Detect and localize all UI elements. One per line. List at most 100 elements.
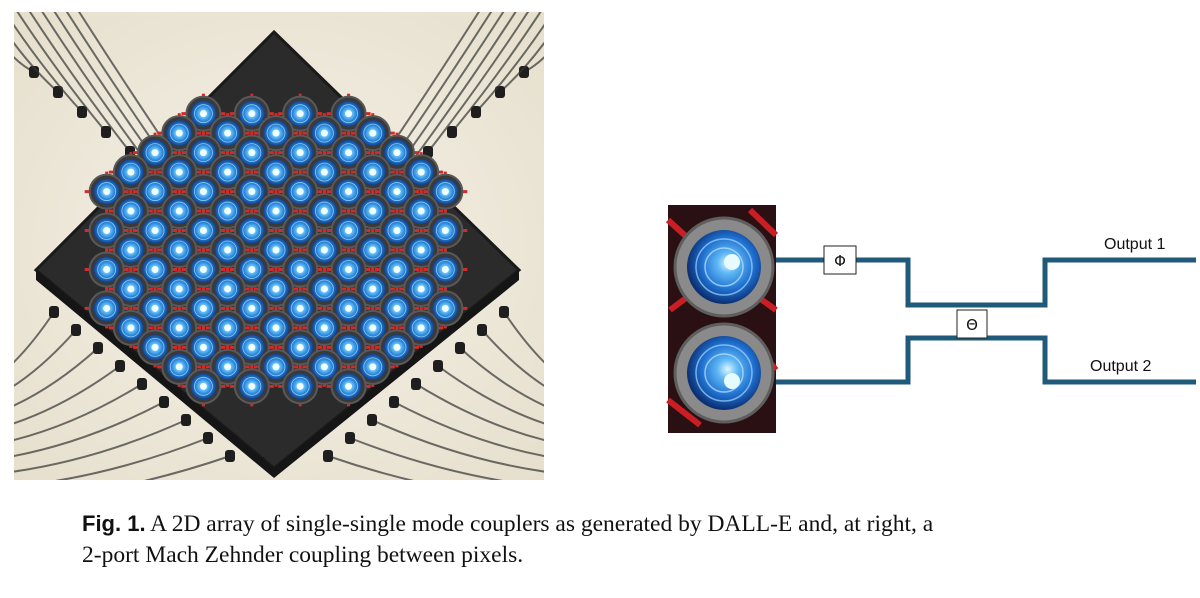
coupler-ring xyxy=(97,260,117,279)
coupler xyxy=(403,309,440,346)
coupler-core xyxy=(224,207,232,215)
coupler xyxy=(258,115,294,152)
coupler xyxy=(88,173,125,210)
coupler-core xyxy=(320,363,328,371)
coupler-ring xyxy=(266,240,286,260)
coupler-core xyxy=(296,110,304,118)
coupler-ring xyxy=(290,221,310,240)
coupler-core xyxy=(199,110,207,118)
coupler xyxy=(330,329,367,366)
coupler-core xyxy=(393,343,401,351)
coupler-core xyxy=(248,343,256,351)
coupler xyxy=(233,368,270,405)
coupler-ring xyxy=(194,299,213,318)
coupler-ring xyxy=(339,104,358,124)
coupler xyxy=(378,290,415,327)
coupler-core xyxy=(369,285,377,293)
coupler-ring xyxy=(290,182,310,201)
coupler-ring xyxy=(121,201,141,221)
coupler-core xyxy=(248,149,256,157)
coupler xyxy=(233,173,270,210)
coupler-ring xyxy=(290,104,310,124)
coupler-ring xyxy=(363,123,383,143)
coupler-core xyxy=(127,246,135,254)
coupler-core xyxy=(127,168,135,176)
coupler-ring xyxy=(194,376,213,396)
coupler-core xyxy=(296,188,304,196)
svg-text:Θ: Θ xyxy=(966,316,978,334)
coupler-ring xyxy=(121,240,141,260)
coupler-core xyxy=(248,304,256,312)
coupler xyxy=(161,154,198,191)
fiber-cable xyxy=(14,347,99,407)
coupler xyxy=(209,193,246,230)
fiber-connector xyxy=(477,324,487,336)
coupler xyxy=(185,329,222,366)
coupler xyxy=(403,232,440,268)
coupler-core xyxy=(151,227,159,235)
coupler-ring xyxy=(169,123,189,143)
coupler-core xyxy=(199,265,207,273)
coupler xyxy=(378,329,415,366)
coupler xyxy=(161,115,198,152)
fiber-connector xyxy=(203,432,213,444)
fiber-cable xyxy=(415,383,544,442)
coupler-ring xyxy=(194,337,213,357)
coupler xyxy=(378,134,415,171)
coupler xyxy=(185,251,222,288)
coupler-ring xyxy=(266,318,286,338)
caption-line-2: 2-port Mach Zehnder coupling between pix… xyxy=(82,542,524,568)
coupler xyxy=(161,309,198,346)
coupler-core xyxy=(151,188,159,196)
fiber-connector xyxy=(389,396,399,408)
coupler xyxy=(233,329,270,366)
coupler-core xyxy=(417,207,425,215)
coupler-ring xyxy=(242,221,262,240)
coupler-ring xyxy=(169,201,189,221)
coupler-ring xyxy=(97,299,117,318)
coupler-ring xyxy=(290,260,310,279)
coupler-ring xyxy=(314,162,334,182)
fiber-cable xyxy=(14,419,187,473)
coupler-core xyxy=(345,188,353,196)
svg-text:Φ: Φ xyxy=(834,252,846,270)
coupler-ring xyxy=(97,182,117,201)
coupler-core xyxy=(369,363,377,371)
coupler-core xyxy=(345,382,353,390)
coupler xyxy=(354,193,391,230)
coupler-ring xyxy=(266,123,286,143)
coupler-ring xyxy=(266,357,286,377)
fiber-cable xyxy=(459,347,544,407)
coupler xyxy=(306,193,343,230)
pixel-pair-image xyxy=(665,205,779,433)
coupler-core xyxy=(199,304,207,312)
coupler-core xyxy=(127,207,135,215)
fiber-cable xyxy=(14,383,143,442)
coupler xyxy=(330,173,367,210)
coupler-ring xyxy=(339,221,358,240)
coupler-core xyxy=(369,246,377,254)
coupler-core xyxy=(393,227,401,235)
coupler-core xyxy=(369,207,377,215)
coupler xyxy=(427,251,464,288)
coupler-ring xyxy=(218,318,238,338)
coupler-core xyxy=(393,265,401,273)
coupler xyxy=(233,290,270,327)
coupler-ring xyxy=(266,162,286,182)
coupler-ring xyxy=(242,143,262,163)
coupler xyxy=(161,270,198,307)
coupler-ring xyxy=(145,260,165,279)
coupler-ring xyxy=(411,162,431,182)
coupler xyxy=(330,290,367,327)
fiber-connector xyxy=(115,360,125,372)
coupler-ring xyxy=(435,221,455,240)
coupler-core xyxy=(272,207,280,215)
coupler-grid xyxy=(88,95,464,405)
fiber-cable xyxy=(28,12,131,153)
coupler-core xyxy=(417,285,425,293)
coupler-core xyxy=(272,129,280,137)
coupler xyxy=(137,251,174,288)
coupler-ring xyxy=(411,279,431,299)
coupler-ring xyxy=(145,182,165,201)
coupler-core xyxy=(272,168,280,176)
